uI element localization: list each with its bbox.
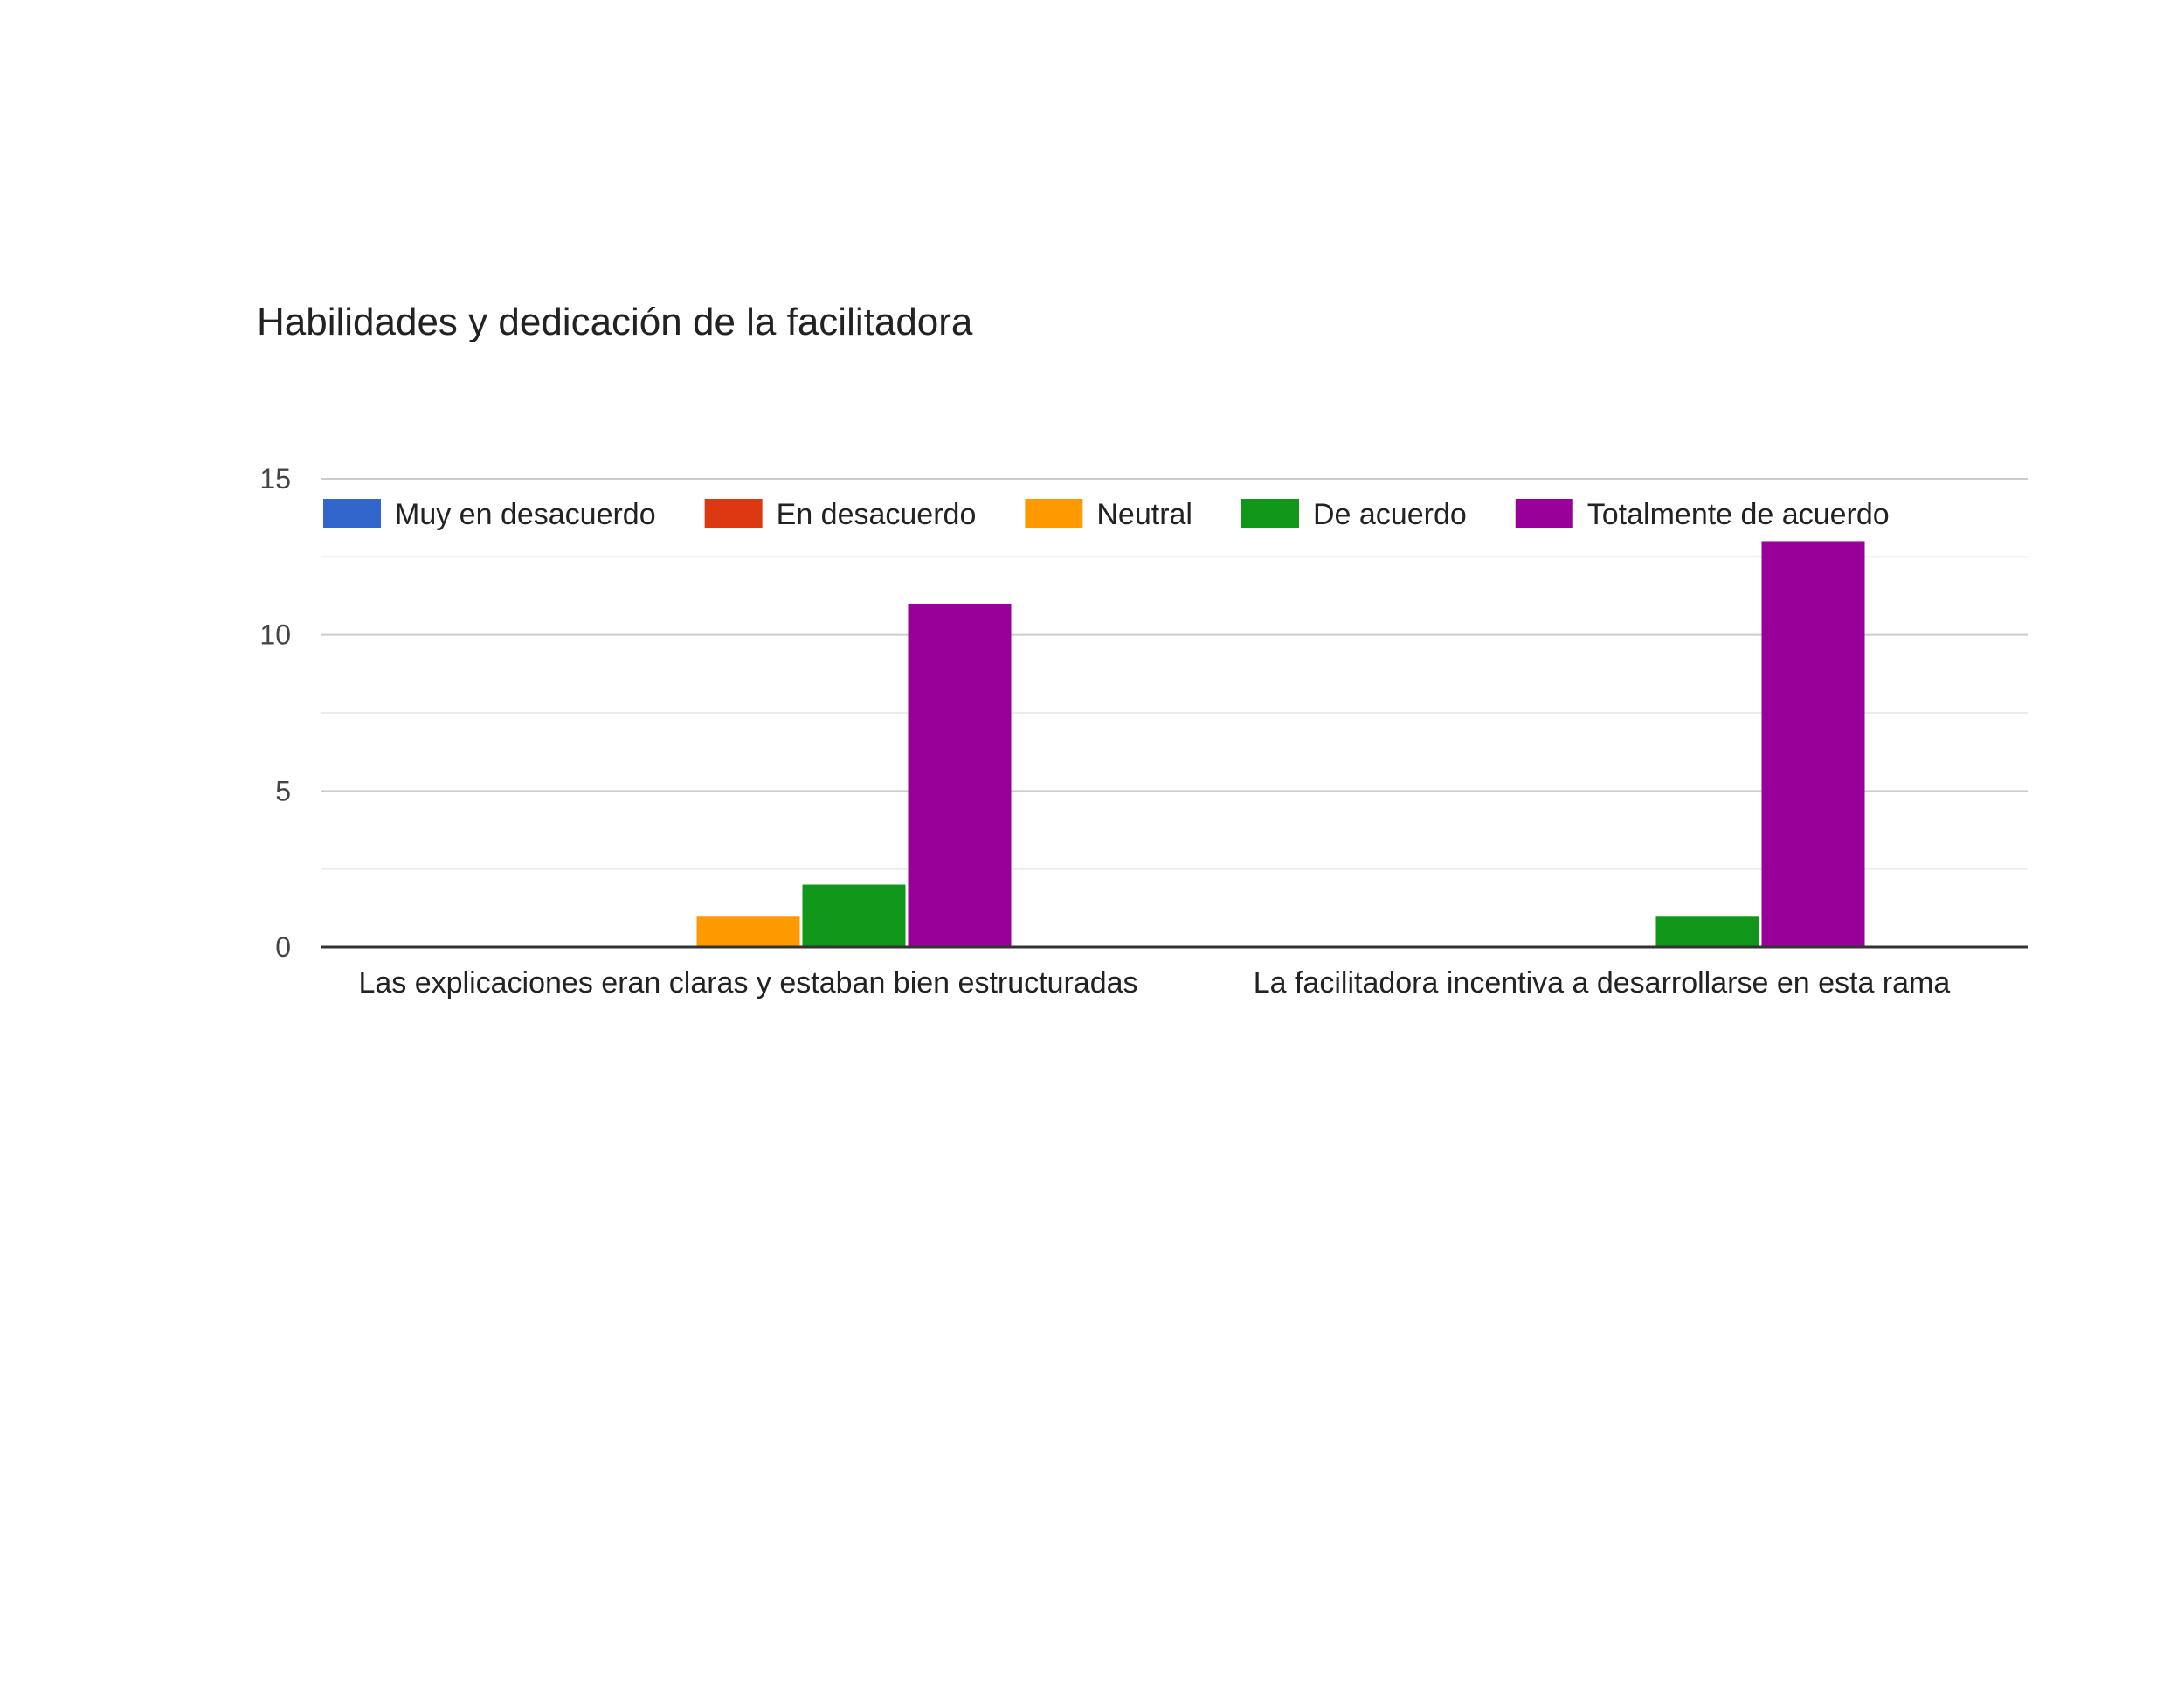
legend: Muy en desacuerdo En desacuerdo Neutral De … (323, 498, 1890, 531)
legend-label: Totalmente de acuerdo (1587, 498, 1890, 531)
legend-item: Neutral (1025, 498, 1192, 531)
y-tick-label: 5 (275, 775, 291, 806)
legend-label: De acuerdo (1313, 498, 1467, 531)
legend-swatch (1025, 499, 1083, 528)
chart-title: Habilidades y dedicación de la facilitad… (257, 301, 973, 343)
y-tick-label: 0 (275, 931, 291, 963)
legend-swatch (704, 499, 763, 528)
axes: 0 5 10 15 Las explicaciones eran claras y es… (259, 463, 2028, 1000)
x-category-label: La facilitadora incentiva a desarrollars… (1254, 966, 1951, 1000)
legend-swatch (323, 499, 381, 528)
gridlines (321, 478, 2028, 870)
legend-label: Muy en desacuerdo (395, 498, 656, 531)
legend-item: En desacuerdo (704, 498, 977, 531)
x-category-label: Las explicaciones eran claras y estaban … (358, 966, 1137, 1000)
bar (802, 884, 906, 947)
bar (908, 603, 1012, 947)
legend-label: Neutral (1096, 498, 1192, 531)
legend-swatch (1515, 499, 1573, 528)
bar (1761, 541, 1865, 947)
legend-item: Muy en desacuerdo (323, 498, 656, 531)
legend-swatch (1241, 499, 1299, 528)
bars (696, 541, 1865, 947)
legend-label: En desacuerdo (777, 498, 977, 531)
y-tick-label: 10 (259, 619, 291, 651)
y-tick-label: 15 (259, 463, 291, 495)
legend-item: Totalmente de acuerdo (1515, 498, 1890, 531)
legend-item: De acuerdo (1241, 498, 1467, 531)
bar (1655, 916, 1759, 947)
bar (696, 916, 800, 947)
